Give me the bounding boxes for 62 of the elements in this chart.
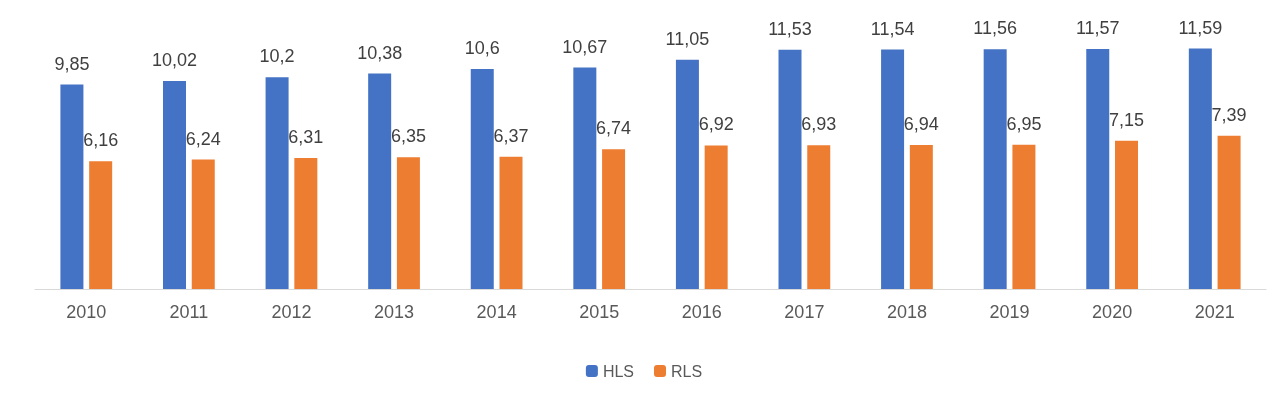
bar [1115,140,1138,289]
data-label: 6,31 [288,127,324,148]
bar [807,145,831,289]
x-tick-label: 2018 [886,302,927,322]
bar [368,73,392,289]
data-label: 11,53 [768,18,812,39]
data-label: 6,93 [801,114,837,135]
bar [778,49,802,289]
bar [294,158,318,289]
x-tick-label: 2014 [476,302,517,322]
bar [1012,144,1036,289]
data-label: 7,15 [1108,109,1145,130]
x-tick-label: 2016 [681,302,722,322]
bar [1086,48,1110,289]
data-label: 10,67 [562,36,608,57]
data-label: 6,74 [596,118,632,139]
data-label: 6,16 [83,130,119,151]
data-label: 7,39 [1211,104,1247,125]
bar [89,161,113,289]
bar [909,145,933,289]
data-label: 9,85 [54,53,90,74]
bar [602,149,626,289]
x-tick-label: 2010 [66,302,107,322]
bar [704,145,728,289]
data-label: 11,59 [1178,17,1223,38]
data-label: 6,92 [698,114,734,135]
x-tick-label: 2021 [1194,302,1235,322]
x-tick-label: 2019 [989,302,1030,322]
bar [191,159,215,289]
data-label: 6,94 [903,113,939,134]
data-label: 6,95 [1006,113,1042,134]
bar [675,59,699,289]
bar [470,69,494,289]
bar [881,49,905,289]
data-label: 6,35 [390,126,426,147]
x-tick-label: 2017 [784,302,825,322]
bar [163,81,186,289]
data-label: 10,2 [259,46,295,67]
bar [60,84,84,289]
data-label: 6,24 [185,128,221,149]
data-label: 10,6 [464,38,500,59]
bar [265,77,289,289]
data-label: 10,02 [151,50,198,71]
bar [1217,135,1241,289]
bar [1188,48,1212,289]
x-tick-label: 2013 [374,302,415,322]
bar [983,49,1007,289]
x-tick-label: 2020 [1092,302,1133,322]
data-label: 11,57 [1075,17,1120,38]
bar [499,156,523,289]
data-label: 6,37 [493,125,529,146]
legend-label: HLS [602,362,634,380]
x-tick-label: 2012 [271,302,312,322]
legend-label: RLS [671,362,703,380]
x-tick-label: 2015 [579,302,620,322]
data-label: 11,05 [665,28,710,49]
bar [573,67,597,289]
data-label: 10,38 [357,42,403,63]
bar [396,157,420,289]
x-tick-label: 2011 [169,302,209,322]
data-label: 11,56 [973,18,1018,39]
data-label: 11,54 [870,18,915,39]
